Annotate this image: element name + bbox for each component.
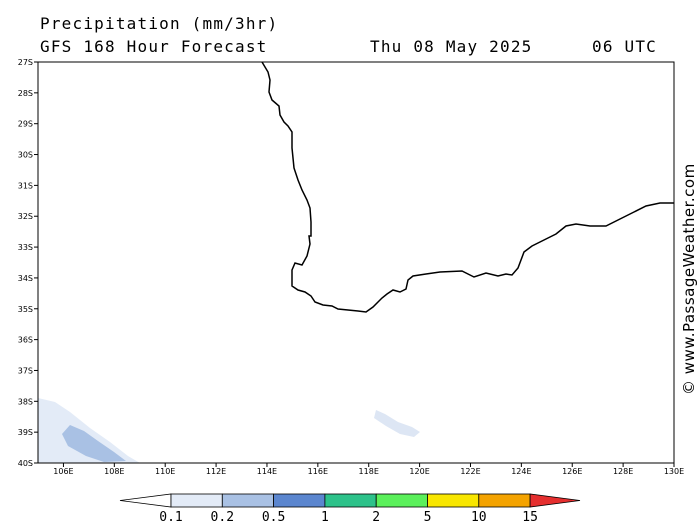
colorbar-segment xyxy=(273,493,326,508)
lat-tick-label: 33S xyxy=(18,243,33,252)
lon-tick-label: 130E xyxy=(664,467,684,476)
lat-tick-label: 31S xyxy=(18,181,33,190)
lat-tick-label: 28S xyxy=(18,89,33,98)
forecast-subtitle: GFS 168 Hour Forecast xyxy=(40,37,268,56)
colorbar-label: 2 xyxy=(372,510,380,525)
australia-coastline xyxy=(261,61,674,313)
forecast-date: Thu 08 May 2025 xyxy=(370,37,533,56)
colorbar-segment xyxy=(529,493,581,508)
lat-tick-label: 29S xyxy=(18,120,33,129)
precip-area-southwest-light xyxy=(38,398,140,463)
colorbar-label: 15 xyxy=(522,510,538,525)
passageweather-credit: © www.PassageWeather.com xyxy=(680,163,698,395)
lat-tick-label: 37S xyxy=(18,366,33,375)
colorbar-segment xyxy=(119,493,172,508)
lat-tick-label: 39S xyxy=(18,428,33,437)
lat-tick-label: 36S xyxy=(18,336,33,345)
lat-tick-label: 38S xyxy=(18,397,33,406)
lat-tick-label: 30S xyxy=(18,151,33,160)
map-title: Precipitation (mm/3hr) xyxy=(40,14,279,33)
colorbar-label: 0.2 xyxy=(211,510,234,525)
colorbar-segment xyxy=(170,493,223,508)
map-frame xyxy=(37,61,675,464)
latitude-axis: 27S 28S 29S 30S 31S 32S 33S 34S 35S 36S 37S 38S 39S 4… xyxy=(18,58,38,468)
colorbar-segment xyxy=(478,493,531,508)
precip-area-southwest-medium xyxy=(62,425,126,462)
colorbar-label: 0.5 xyxy=(262,510,285,525)
lat-tick-label: 35S xyxy=(18,305,33,314)
lon-tick-label: 118E xyxy=(359,467,379,476)
longitude-axis: 106E 108E 110E 112E 114E 116E 118E 120E 122E 124E… xyxy=(53,463,684,476)
colorbar-label: 0.1 xyxy=(159,510,182,525)
precip-area-southern-ocean xyxy=(374,410,420,437)
lon-tick-label: 120E xyxy=(409,467,429,476)
forecast-time: 06 UTC xyxy=(592,37,657,56)
lon-tick-label: 124E xyxy=(511,467,531,476)
lon-tick-label: 106E xyxy=(53,467,73,476)
lon-tick-label: 122E xyxy=(460,467,480,476)
lon-tick-label: 112E xyxy=(206,467,226,476)
lat-tick-label: 32S xyxy=(18,212,33,221)
lat-tick-label: 40S xyxy=(18,459,33,468)
lon-tick-label: 114E xyxy=(257,467,277,476)
lat-tick-label: 27S xyxy=(18,58,33,67)
colorbar-label: 5 xyxy=(424,510,432,525)
lat-tick-label: 34S xyxy=(18,274,33,283)
colorbar-segment xyxy=(375,493,428,508)
precipitation-colorbar: 0.1 0.2 0.5 1 2 5 10 15 xyxy=(119,493,581,525)
colorbar-segment xyxy=(221,493,275,508)
precip-layer xyxy=(38,398,420,463)
lon-tick-label: 128E xyxy=(613,467,633,476)
colorbar-label: 1 xyxy=(321,510,329,525)
lon-tick-label: 126E xyxy=(562,467,582,476)
lon-tick-label: 108E xyxy=(104,467,124,476)
colorbar-label: 10 xyxy=(471,510,487,525)
lon-tick-label: 110E xyxy=(155,467,175,476)
colorbar-segment xyxy=(324,493,377,508)
colorbar-segment xyxy=(427,493,480,508)
lon-tick-label: 116E xyxy=(308,467,328,476)
